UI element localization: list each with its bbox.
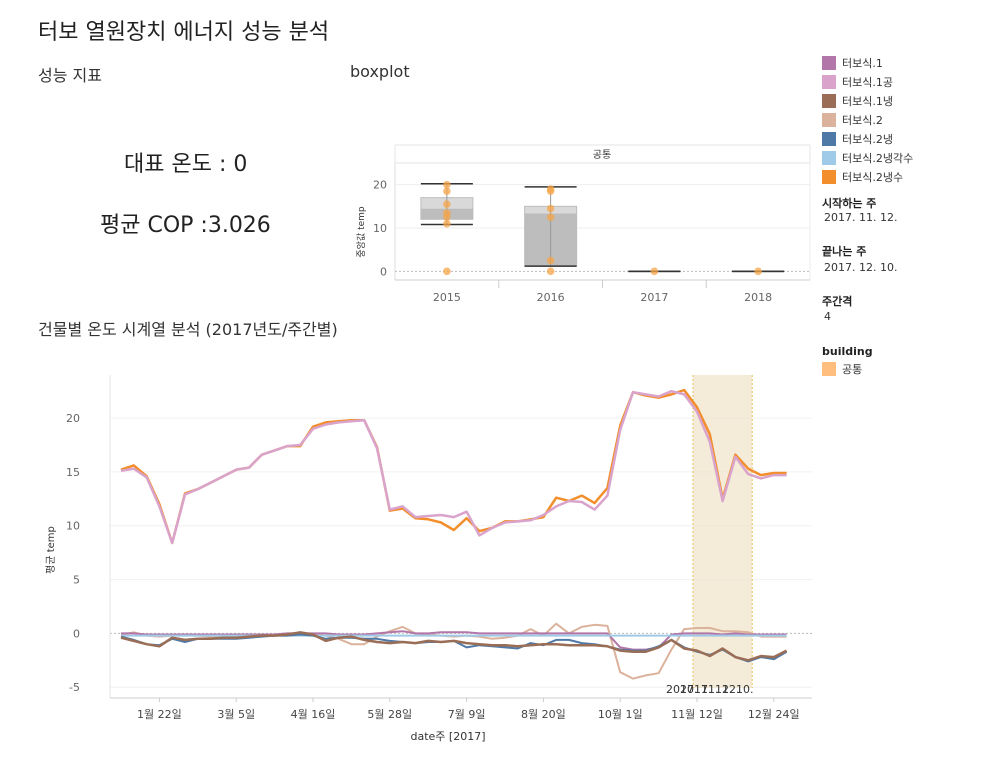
boxplot-x-tick: 2016 bbox=[537, 291, 565, 304]
boxplot-y-tick: 20 bbox=[373, 179, 387, 192]
highlight-end-label: 2017. 12. 10. bbox=[680, 683, 753, 696]
legend-label: 터보식.2냉수 bbox=[842, 171, 904, 184]
legend-label: 터보식.2냉 bbox=[842, 133, 893, 146]
boxplot-panel-label: 공통 bbox=[593, 149, 611, 161]
boxplot-point[interactable] bbox=[443, 209, 451, 217]
legend-swatch bbox=[822, 151, 836, 165]
boxplot-panel-header bbox=[394, 144, 811, 164]
series-line-터보식.2냉수[interactable] bbox=[120, 388, 787, 545]
timeseries-y-tick: 0 bbox=[73, 627, 80, 640]
legend-swatch bbox=[822, 170, 836, 184]
highlight-start-label: 2017. 11. 12. bbox=[666, 683, 739, 696]
legend-label: 터보식.2 bbox=[842, 114, 883, 127]
boxplot-chart: 공통 중앙값 temp 20 10 0 2015 2016 2017 2018 bbox=[355, 144, 811, 304]
boxplot-point[interactable] bbox=[546, 213, 555, 221]
legend-item[interactable]: 터보식.1공 bbox=[822, 74, 893, 90]
start-week-value[interactable]: 2017. 11. 12. bbox=[824, 211, 898, 224]
legend-item[interactable]: 터보식.1 bbox=[822, 55, 883, 71]
timeseries-heading: 건물별 온도 시계열 분석 (2017년도/주간별) bbox=[38, 320, 338, 339]
boxplot-heading: boxplot bbox=[350, 62, 410, 81]
timeseries-x-tick: 5월 28일 bbox=[367, 707, 412, 721]
series-line-터보식.1냉[interactable] bbox=[120, 631, 788, 662]
boxplot-point[interactable] bbox=[546, 267, 555, 276]
timeseries-chart: 평균 temp date주 [2017] 20 15 10 5 0 -5 1월 22일 3월… bbox=[45, 375, 812, 743]
legend-label: 터보식.2냉각수 bbox=[842, 152, 914, 165]
end-week-label: 끝나는 주 bbox=[822, 245, 867, 258]
timeseries-y-tick: 10 bbox=[66, 520, 80, 533]
boxplot-point[interactable] bbox=[443, 180, 451, 189]
timeseries-y-tick: 5 bbox=[73, 574, 80, 587]
timeseries-x-tick: 11월 12일 bbox=[671, 707, 723, 721]
legend-swatch bbox=[822, 94, 836, 108]
boxplot-point[interactable] bbox=[443, 187, 451, 195]
boxplot-point[interactable] bbox=[546, 256, 555, 265]
boxplot-y-tick: 10 bbox=[373, 222, 387, 235]
timeseries-x-tick: 4월 16일 bbox=[291, 707, 336, 721]
building-legend-title: building bbox=[822, 345, 873, 358]
end-week-value[interactable]: 2017. 12. 10. bbox=[824, 261, 898, 274]
performance-heading: 성능 지표 bbox=[38, 66, 102, 85]
legend-swatch bbox=[822, 132, 836, 146]
timeseries-x-tick: 8월 20일 bbox=[521, 707, 566, 721]
timeseries-x-tick: 12월 24일 bbox=[748, 707, 800, 721]
legend-label: 공통 bbox=[842, 363, 863, 376]
boxplot-point[interactable] bbox=[443, 219, 451, 228]
timeseries-y-tick: 20 bbox=[66, 412, 80, 425]
start-week-label: 시작하는 주 bbox=[822, 197, 877, 210]
page-title: 터보 열원장치 에너지 성능 분석 bbox=[38, 20, 330, 45]
building-legend-item[interactable]: 공통 bbox=[822, 361, 862, 377]
boxplot-x-tick: 2015 bbox=[433, 291, 461, 304]
boxplot-point[interactable] bbox=[546, 204, 555, 213]
series-line-터보식.1공[interactable] bbox=[120, 389, 787, 545]
legend-swatch bbox=[822, 75, 836, 89]
series-line-터보식.1[interactable] bbox=[121, 630, 787, 651]
legend-swatch bbox=[822, 56, 836, 70]
avg-cop-kpi: 평균 COP :3.026 bbox=[100, 213, 271, 238]
interval-value[interactable]: 4 bbox=[824, 310, 831, 323]
timeseries-y-tick: 15 bbox=[66, 466, 80, 479]
timeseries-x-tick: 3월 5일 bbox=[217, 707, 255, 721]
legend-swatch bbox=[822, 362, 836, 376]
timeseries-x-tick: 7월 9일 bbox=[448, 707, 486, 721]
rep-temp-kpi: 대표 온도 : 0 bbox=[124, 152, 248, 177]
legend-item[interactable]: 터보식.2냉 bbox=[822, 131, 893, 147]
legend-item[interactable]: 터보식.2냉각수 bbox=[822, 150, 913, 166]
legend-item[interactable]: 터보식.1냉 bbox=[822, 93, 893, 109]
legend-swatch bbox=[822, 113, 836, 127]
timeseries-x-tick: 10월 1일 bbox=[598, 707, 643, 721]
legend-label: 터보식.1냉 bbox=[842, 95, 893, 108]
boxplot-point[interactable] bbox=[443, 267, 451, 276]
legend-label: 터보식.1공 bbox=[842, 76, 893, 89]
boxplot-point[interactable] bbox=[546, 185, 555, 193]
timeseries-y-axis-label: 평균 temp bbox=[45, 526, 57, 574]
boxplot-point[interactable] bbox=[754, 267, 762, 276]
timeseries-y-tick: -5 bbox=[69, 681, 80, 694]
interval-label: 주간격 bbox=[822, 295, 853, 308]
legend-item[interactable]: 터보식.2냉수 bbox=[822, 169, 903, 185]
boxplot-x-tick: 2017 bbox=[640, 291, 668, 304]
timeseries-x-tick: 1월 22일 bbox=[137, 707, 182, 721]
legend-item[interactable]: 터보식.2 bbox=[822, 112, 883, 128]
boxplot-point[interactable] bbox=[650, 267, 659, 276]
legend-label: 터보식.1 bbox=[842, 57, 883, 70]
timeseries-x-axis-label: date주 [2017] bbox=[411, 730, 486, 743]
boxplot-x-tick: 2018 bbox=[744, 291, 772, 304]
boxplot-y-axis-label: 중앙값 temp bbox=[355, 206, 367, 258]
boxplot-point[interactable] bbox=[443, 200, 451, 208]
boxplot-y-tick: 0 bbox=[380, 265, 387, 278]
